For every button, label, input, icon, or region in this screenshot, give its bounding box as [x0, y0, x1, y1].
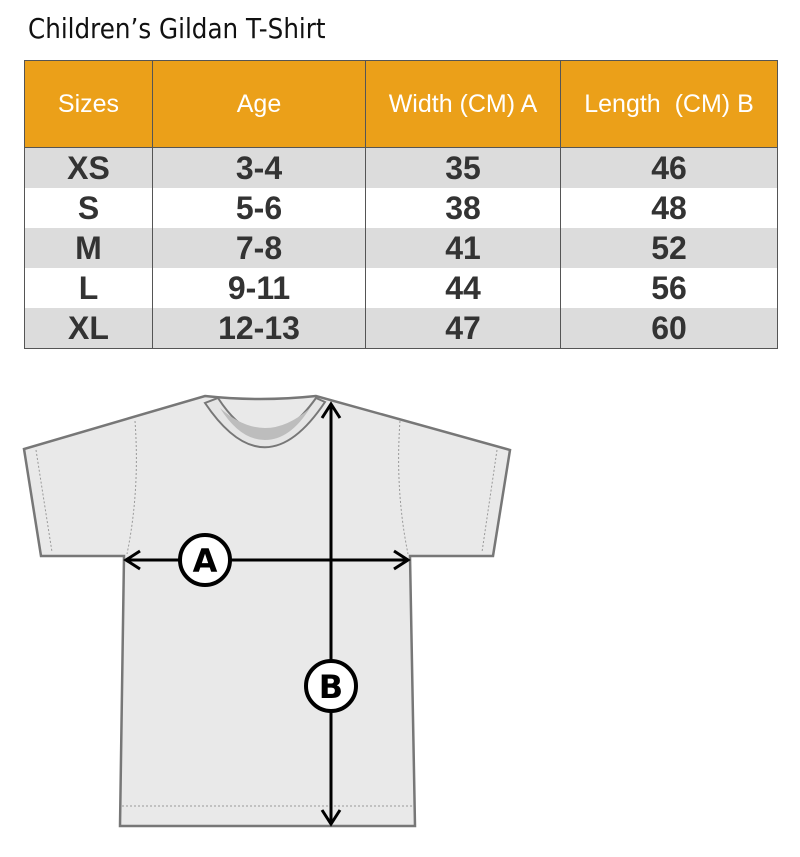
table-row: XS 3-4 35 46	[24, 147, 778, 188]
tshirt-outline	[22, 394, 512, 828]
table-row: L 9-11 44 56	[24, 268, 778, 308]
cell-age: 7-8	[152, 228, 366, 268]
table-row: XL 12-13 47 60	[24, 308, 778, 349]
cell-width: 38	[365, 188, 561, 228]
cell-size: XL	[24, 308, 153, 349]
cell-size: L	[24, 268, 153, 308]
cell-size: M	[24, 228, 153, 268]
table-header-row: Sizes Age Width (CM) A Length (CM) B	[24, 60, 778, 148]
cell-age: 5-6	[152, 188, 366, 228]
cell-width: 41	[365, 228, 561, 268]
tshirt-diagram: A B	[22, 394, 512, 828]
length-marker-label: B	[319, 668, 343, 706]
cell-length: 60	[560, 308, 778, 349]
cell-age: 3-4	[152, 147, 366, 188]
size-chart-table: Sizes Age Width (CM) A Length (CM) B XS 3…	[24, 60, 778, 349]
cell-width: 44	[365, 268, 561, 308]
header-age: Age	[152, 60, 366, 148]
stitching	[35, 420, 498, 807]
width-arrow	[123, 549, 411, 571]
width-marker-label: A	[193, 542, 218, 580]
cell-age: 9-11	[152, 268, 366, 308]
table-row: S 5-6 38 48	[24, 188, 778, 228]
header-sizes: Sizes	[24, 60, 153, 148]
cell-size: XS	[24, 147, 153, 188]
neck-inner	[220, 408, 310, 440]
cell-length: 52	[560, 228, 778, 268]
width-marker	[178, 533, 232, 587]
cell-age: 12-13	[152, 308, 366, 349]
cell-size: S	[24, 188, 153, 228]
header-width: Width (CM) A	[365, 60, 561, 148]
cell-width: 47	[365, 308, 561, 349]
page-title: Children’s Gildan T-Shirt	[28, 12, 326, 45]
cell-width: 35	[365, 147, 561, 188]
table-row: M 7-8 41 52	[24, 228, 778, 268]
length-arrow	[320, 401, 342, 827]
cell-length: 48	[560, 188, 778, 228]
header-length: Length (CM) B	[560, 60, 778, 148]
cell-length: 56	[560, 268, 778, 308]
length-marker	[304, 659, 358, 713]
cell-length: 46	[560, 147, 778, 188]
